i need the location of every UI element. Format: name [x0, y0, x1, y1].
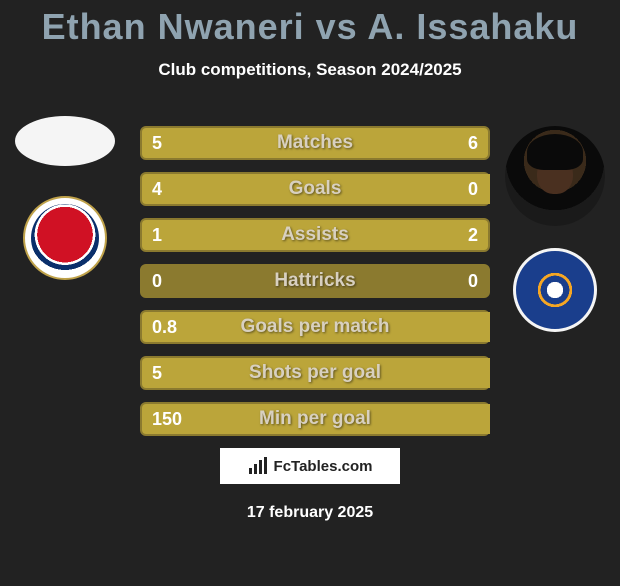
stat-label: Hattricks [140, 264, 490, 298]
subtitle: Club competitions, Season 2024/2025 [0, 60, 620, 80]
stat-value-right: 0 [468, 172, 478, 206]
stat-value-left: 1 [152, 218, 162, 252]
stat-row: Goals4 0 [140, 172, 490, 206]
stat-value-left: 150 [152, 402, 182, 436]
stat-value-left: 5 [152, 356, 162, 390]
stat-value-right: 2 [468, 218, 478, 252]
stat-label: Goals per match [140, 310, 490, 344]
stat-value-right: 6 [468, 126, 478, 160]
page-title: Ethan Nwaneri vs A. Issahaku [0, 6, 620, 48]
stat-value-left: 4 [152, 172, 162, 206]
branding-box: FcTables.com [220, 448, 400, 484]
date-label: 17 february 2025 [0, 504, 620, 522]
stat-row: Min per goal150 [140, 402, 490, 436]
stat-row: Matches5 6 [140, 126, 490, 160]
stat-label: Shots per goal [140, 356, 490, 390]
stat-value-left: 0 [152, 264, 162, 298]
stat-row: Hattricks0 0 [140, 264, 490, 298]
stat-value-left: 0.8 [152, 310, 177, 344]
stat-label: Assists [140, 218, 490, 252]
right-player-column [500, 126, 610, 332]
stat-row: Goals per match0.8 [140, 310, 490, 344]
stat-row: Shots per goal5 [140, 356, 490, 390]
left-player-column [10, 116, 120, 280]
right-player-avatar [505, 126, 605, 226]
branding-text: FcTables.com [274, 458, 373, 475]
left-player-avatar [15, 116, 115, 166]
leicester-badge-icon [513, 248, 597, 332]
arsenal-badge-icon [23, 196, 107, 280]
stat-value-left: 5 [152, 126, 162, 160]
stat-row: Assists1 2 [140, 218, 490, 252]
stat-bars: Matches56Goals40Assists12Hattricks00Goal… [140, 126, 490, 448]
stat-label: Matches [140, 126, 490, 160]
stat-label: Min per goal [140, 402, 490, 436]
stat-value-right: 0 [468, 264, 478, 298]
branding-chart-icon [248, 457, 270, 475]
stat-label: Goals [140, 172, 490, 206]
